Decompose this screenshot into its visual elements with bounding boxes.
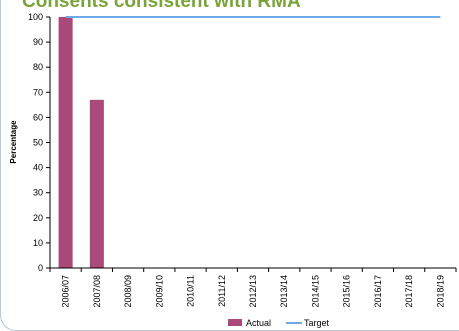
y-tick-label: 40 (33, 163, 43, 173)
y-tick-label: 70 (33, 87, 43, 97)
x-tick-label: 2012/13 (248, 275, 258, 308)
y-tick-label: 60 (33, 112, 43, 122)
bar-actual (89, 99, 104, 268)
x-tick-label: 2007/08 (92, 275, 102, 308)
legend-label-actual: Actual (246, 318, 271, 328)
y-tick-label: 20 (33, 213, 43, 223)
legend-swatch-actual (228, 319, 242, 326)
y-tick-label: 80 (33, 62, 43, 72)
x-tick-label: 2009/10 (154, 275, 164, 308)
y-axis-label: Percentage (9, 120, 18, 164)
y-tick-label: 50 (33, 138, 43, 148)
x-tick-label: 2016/17 (373, 275, 383, 308)
y-tick-label: 0 (38, 263, 43, 273)
x-tick-label: 2014/15 (310, 275, 320, 308)
x-tick-label: 2011/12 (217, 275, 227, 307)
bar-actual (58, 17, 73, 268)
x-tick-label: 2015/16 (342, 275, 352, 308)
y-tick-label: 30 (33, 188, 43, 198)
x-tick-label: 2010/11 (186, 275, 196, 307)
chart-title: Consents consistent with RMA (22, 0, 301, 12)
x-tick-label: 2008/09 (123, 275, 133, 308)
x-tick-label: 2017/18 (404, 275, 414, 308)
y-tick-label: 10 (33, 238, 43, 248)
legend-label-target: Target (304, 318, 330, 328)
x-tick-label: 2006/07 (61, 275, 71, 308)
y-tick-label: 90 (33, 37, 43, 47)
x-tick-label: 2013/14 (279, 275, 289, 308)
y-tick-label: 100 (28, 12, 43, 22)
x-tick-label: 2018/19 (435, 275, 445, 308)
